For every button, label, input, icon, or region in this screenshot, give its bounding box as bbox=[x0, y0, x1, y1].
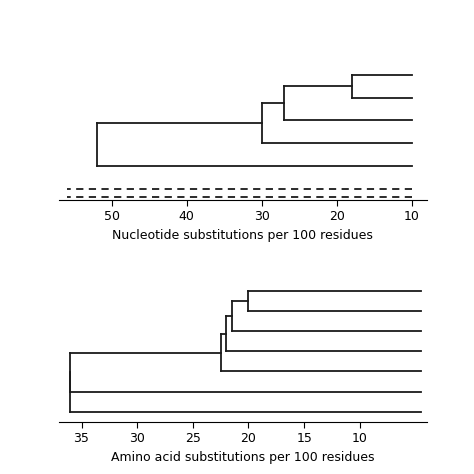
X-axis label: Amino acid substitutions per 100 residues: Amino acid substitutions per 100 residue… bbox=[111, 451, 374, 464]
X-axis label: Nucleotide substitutions per 100 residues: Nucleotide substitutions per 100 residue… bbox=[112, 229, 374, 242]
